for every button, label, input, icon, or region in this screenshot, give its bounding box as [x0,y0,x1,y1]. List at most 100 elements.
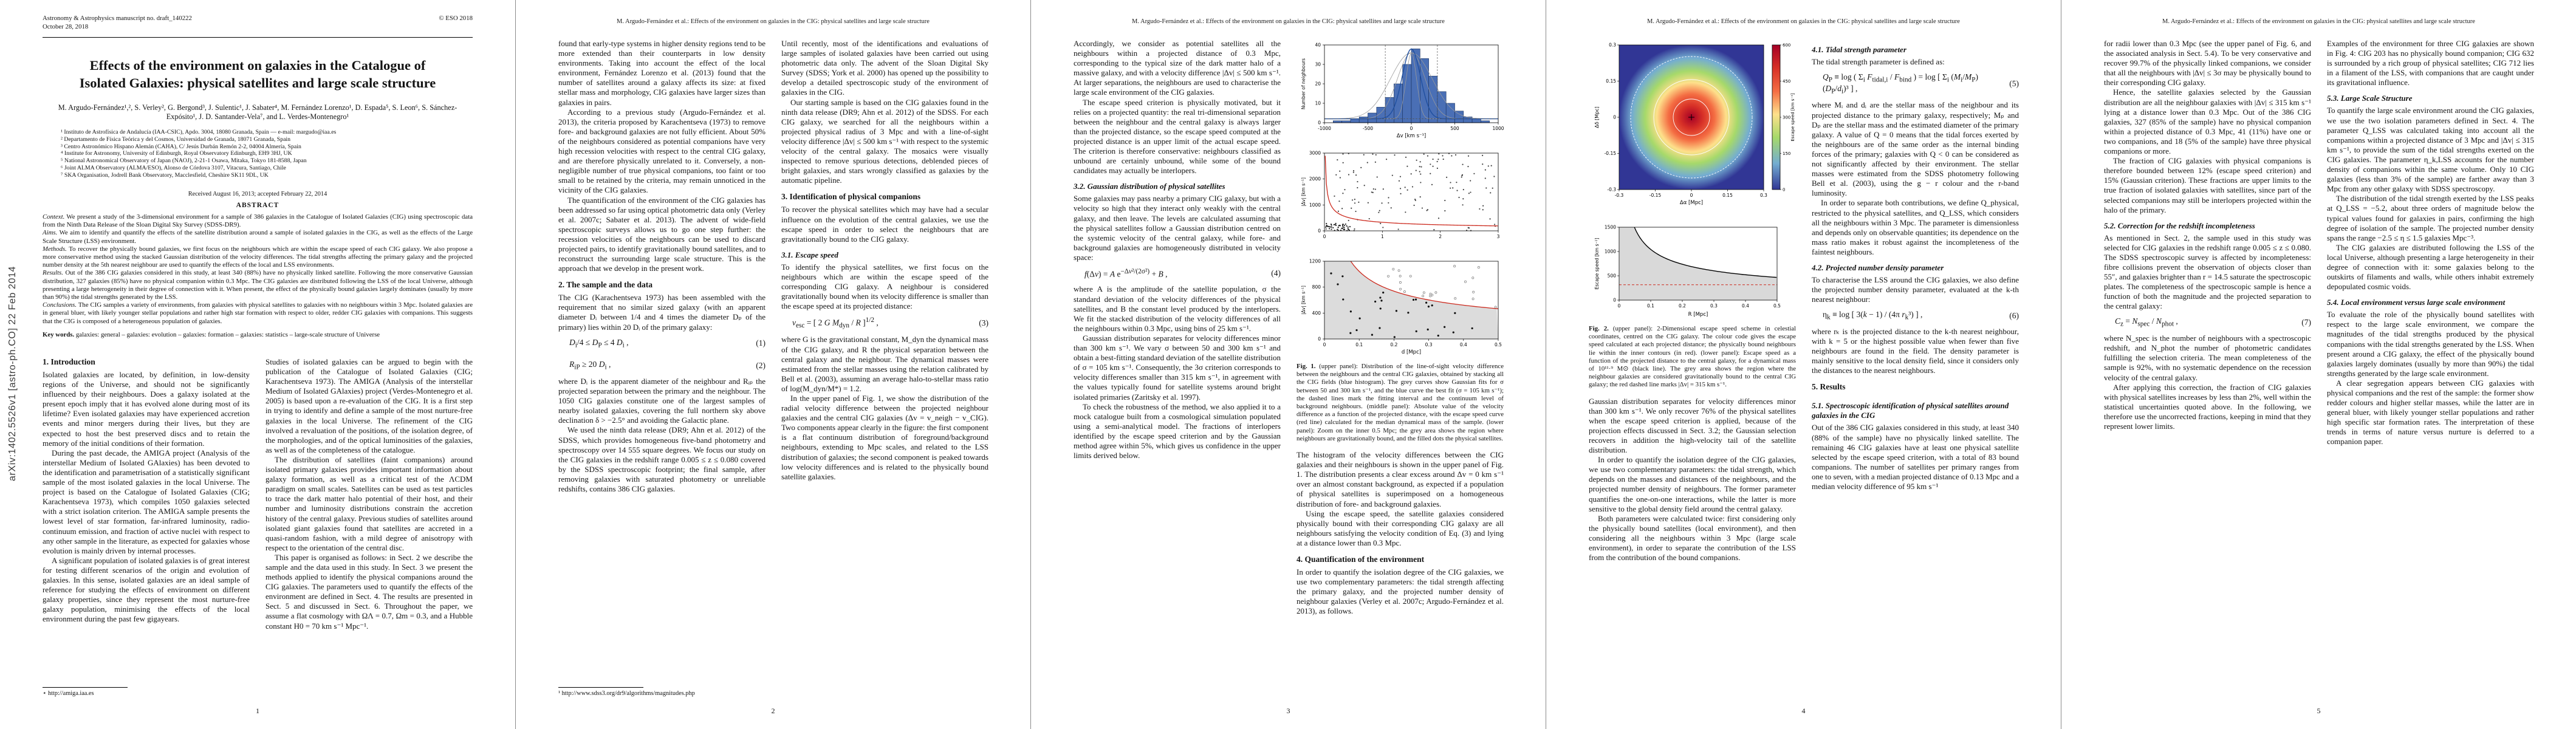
body-paragraph: Isolated galaxies are located, by defini… [43,370,250,448]
subsection-heading: 3.1. Escape speed [781,250,838,259]
svg-text:-500: -500 [1363,126,1373,131]
body-paragraph: A significant population of isolated gal… [43,555,250,624]
abstract-text: We aim to identify and quantify the effe… [43,229,473,245]
affiliation-line: ¹ Instituto de Astrofísica de Andalucía … [61,129,337,135]
body-paragraph: To quantify the large scale environment … [2327,106,2534,194]
text-columns: 1. Introduction Isolated galaxies are loc… [43,357,473,697]
svg-text:2000: 2000 [1309,176,1321,182]
column-left: for radii lower than 0.3 Mpc (see the up… [2104,39,2311,697]
equation-body: f(Δv) = A e−Δv²/(2σ²) + B , [1084,267,1168,279]
svg-text:0: 0 [1410,126,1413,131]
arxiv-stamp: arXiv:1402.5526v1 [astro-ph.CO] 22 Feb 2… [7,265,18,481]
figure-fig2: -0.3 -0.3 -0.15 -0.15 0 0 0.15 0.15 0.3 0.3 Δα [Mp… [1589,40,1796,321]
abstract-paragraph: Results. Out of the 386 CIG galaxies con… [43,269,473,301]
body-paragraph: To identify the physical satellites, we … [781,262,988,311]
running-header: M. Argudo-Fernández et al.: Effects of t… [2162,18,2475,25]
page-4: M. Argudo-Fernández et al.: Effects of t… [1546,0,2061,729]
subsection-heading: 5.4. Local environment versus large scal… [2327,298,2506,307]
keywords-label: Key words. [43,330,75,338]
svg-text:800: 800 [1312,284,1321,290]
running-header: M. Argudo-Fernández et al.: Effects of t… [617,18,930,25]
subsection-heading: 5.1. Spectroscopic identification of phy… [1812,401,2009,420]
svg-text:|Δv| [km s⁻¹]: |Δv| [km s⁻¹] [1301,286,1306,315]
column-left: -0.3 -0.3 -0.15 -0.15 0 0 0.15 0.15 0.3 0.3 Δα [Mp… [1589,39,1796,697]
section-heading: 5. Results [1812,382,1846,392]
manuscript-header: Astronomy & Astrophysics manuscript no. … [43,15,473,38]
manuscript-header-left: Astronomy & Astrophysics manuscript no. … [43,15,192,31]
section-heading: 4. Quantification of the environment [1297,554,1425,564]
column-right: Until recently, most of the identificati… [781,39,988,697]
body-paragraph: To evaluate the role of the physically b… [2327,310,2534,378]
svg-text:1000: 1000 [1605,249,1616,255]
figure-caption-lead: Fig. 1. [1297,363,1316,370]
footnote: ¹ http://www.sdss3.org/dr9/algorithms/ma… [558,686,766,698]
body-paragraph: To check the robustness of the method, w… [1074,402,1281,460]
affiliation-line: ⁴ Institute for Astronomy, University of… [61,150,292,157]
svg-text:0: 0 [1323,234,1326,239]
body-paragraph: The tidal strength parameter is defined … [1812,57,1945,66]
body-paragraph: In order to separate both contributions,… [1812,198,2019,256]
abstract-paragraph: Methods. To recover the physically bound… [43,245,473,270]
equation-number: (1) [756,338,766,347]
equation-number: (5) [2009,78,2019,88]
svg-text:0.3: 0.3 [1710,303,1718,309]
svg-text:0: 0 [1690,193,1693,198]
text-columns: -0.3 -0.3 -0.15 -0.15 0 0 0.15 0.15 0.3 0.3 Δα [Mp… [1589,39,2019,697]
running-header: M. Argudo-Fernández et al.: Effects of t… [1647,18,1960,25]
svg-text:450: 450 [1783,79,1790,84]
page-2: M. Argudo-Fernández et al.: Effects of t… [515,0,1030,729]
manuscript-line: Astronomy & Astrophysics manuscript no. … [43,15,192,22]
abstract-text: We present a study of the 3-dimensional … [43,213,473,229]
svg-text:0.3: 0.3 [1609,43,1616,48]
abstract-text: Out of the 386 CIG galaxies considered i… [43,269,473,301]
svg-text:R [Mpc]: R [Mpc] [1688,312,1708,318]
body-paragraph: Until recently, most of the identificati… [781,39,988,97]
running-header: M. Argudo-Fernández et al.: Effects of t… [1132,18,1445,25]
body-paragraph: where A is the amplitude of the satellit… [1074,284,1281,333]
body-paragraph: for radii lower than 0.3 Mpc (see the up… [2104,39,2311,87]
svg-text:Escape speed [km s⁻¹]: Escape speed [km s⁻¹] [1594,238,1600,289]
page-number: 2 [771,707,775,715]
svg-text:1000: 1000 [1492,126,1504,131]
abstract: Context. We present a study of the 3-dim… [43,213,473,339]
svg-text:Δα [Mpc]: Δα [Mpc] [1680,200,1703,206]
equation-body: Di/4 ≤ DP ≤ 4 Di , [569,337,629,349]
section-heading: 3. Identification of physical companions [781,192,921,202]
body-paragraph: found that early-type systems in higher … [558,39,766,107]
subsection-heading: 4.2. Projected number density parameter [1812,262,1944,272]
manuscript-date: October 28, 2018 [43,22,89,30]
subsection-heading: 4.1. Tidal strength parameter [1812,45,1906,54]
svg-text:0.1: 0.1 [1647,303,1654,309]
affiliation-line: ⁵ National Astronomical Observatory of J… [61,157,307,165]
page-1: Astronomy & Astrophysics manuscript no. … [0,0,515,729]
svg-text:d [Mpc]: d [Mpc] [1402,349,1421,355]
body-paragraph: Accordingly, we consider as potential sa… [1074,39,1281,97]
affiliation-line: ³ Centro Astronómico Hispano Alemán (CAH… [61,143,301,150]
column-right: -1000 -500 0 500 1000 0 10 20 30 40 Δv [km s⁻¹] Num… [1297,39,1504,697]
svg-text:0.5: 0.5 [1773,303,1781,309]
column-left: found that early-type systems in higher … [558,39,766,697]
svg-text:Δv [km s⁻¹]: Δv [km s⁻¹] [1397,133,1426,139]
svg-text:0.15: 0.15 [1606,78,1616,84]
body-paragraph: Both parameters were calculated twice: f… [1589,513,1796,563]
page-3: M. Argudo-Fernández et al.: Effects of t… [1030,0,1546,729]
abstract-lead: Context. [43,213,65,221]
svg-text:0.15: 0.15 [1722,193,1733,198]
equation-body: ηk ≡ log [ 3(k − 1) / (4π rk³) ] , [1823,310,1923,321]
display-equation: f(Δv) = A e−Δv²/(2σ²) + B , (4) [1074,268,1281,279]
svg-text:1: 1 [1381,234,1384,239]
svg-text:0.5: 0.5 [1495,342,1502,347]
abstract-lead: Conclusions. [43,301,77,309]
page-number: 3 [1286,707,1290,715]
display-equation: vesc = [ 2 G Mdyn / R ]1/2 , (3) [781,317,988,329]
svg-text:-0.3: -0.3 [1615,193,1624,198]
body-paragraph: A clear segregation appears between CIG … [2327,378,2534,447]
svg-text:3: 3 [1497,234,1500,239]
body-paragraph: The CIG (Karachentseva 1973) has been as… [558,293,766,332]
authors-line: M. Argudo-Fernández¹,², S. Verley², G. B… [58,103,457,121]
svg-text:300: 300 [1783,115,1790,120]
footnote: ⋆ http://amiga.iaa.es [43,686,250,698]
equation-number: (3) [979,318,988,327]
